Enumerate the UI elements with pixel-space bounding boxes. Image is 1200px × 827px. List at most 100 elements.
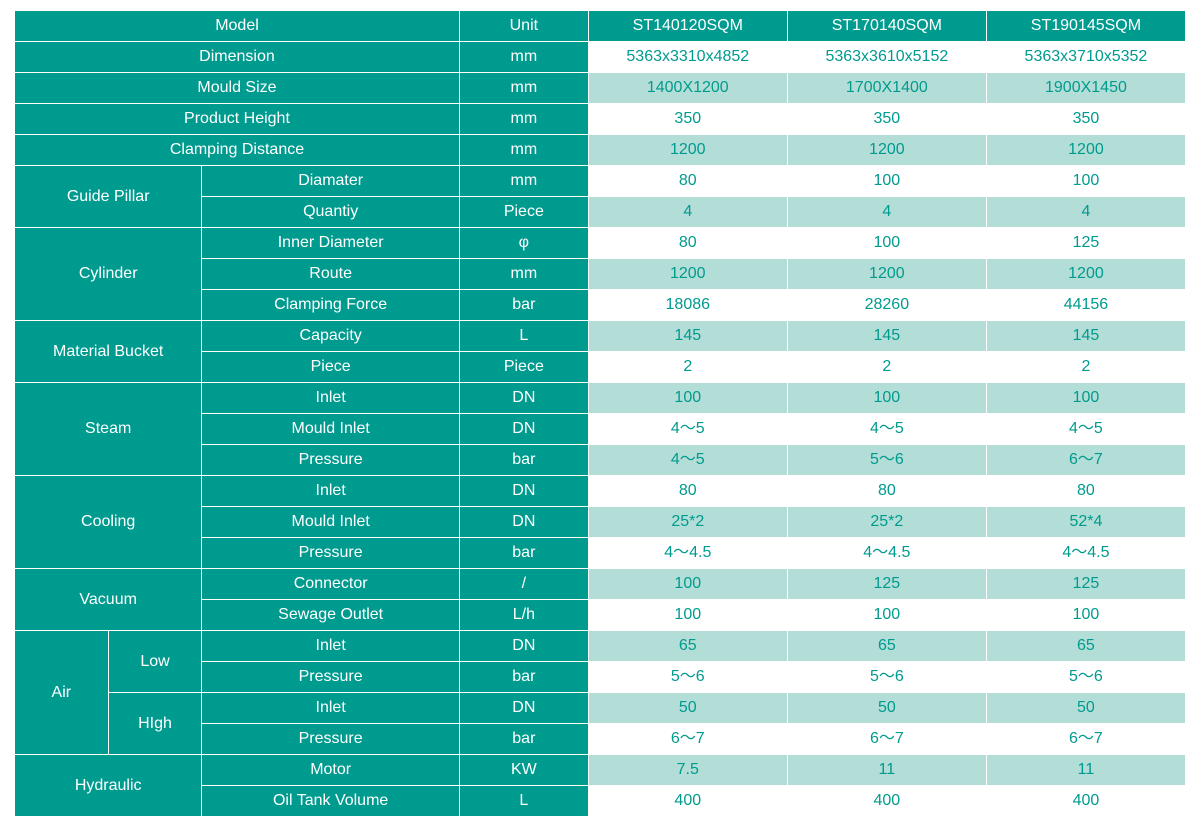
value-cell: 100 bbox=[787, 600, 986, 631]
unit-cell: mm bbox=[459, 135, 588, 166]
row-sublabel: Pressure bbox=[202, 662, 460, 693]
value-cell: 28260 bbox=[787, 290, 986, 321]
value-cell: 5363x3310x4852 bbox=[588, 42, 787, 73]
value-cell: 65 bbox=[588, 631, 787, 662]
row-label: Clamping Distance bbox=[15, 135, 460, 166]
row-sublabel: Pressure bbox=[202, 724, 460, 755]
table-row: Air Low Inlet DN 65 65 65 bbox=[15, 631, 1186, 662]
value-cell: 100 bbox=[588, 383, 787, 414]
value-cell: 4～4.5 bbox=[986, 538, 1185, 569]
table-row: Cooling Inlet DN 80 80 80 bbox=[15, 476, 1186, 507]
value-cell: 80 bbox=[588, 166, 787, 197]
subgroup-label-low: Low bbox=[108, 631, 202, 693]
value-cell: 6～7 bbox=[986, 724, 1185, 755]
unit-cell: L bbox=[459, 321, 588, 352]
value-cell: 18086 bbox=[588, 290, 787, 321]
value-cell: 4 bbox=[588, 197, 787, 228]
value-cell: 4 bbox=[787, 197, 986, 228]
value-cell: 145 bbox=[588, 321, 787, 352]
unit-cell: / bbox=[459, 569, 588, 600]
unit-cell: mm bbox=[459, 73, 588, 104]
value-cell: 4～5 bbox=[588, 414, 787, 445]
row-sublabel: Clamping Force bbox=[202, 290, 460, 321]
table-row: Cylinder Inner Diameter φ 80 100 125 bbox=[15, 228, 1186, 259]
value-cell: 5363x3610x5152 bbox=[787, 42, 986, 73]
subgroup-label-high: HIgh bbox=[108, 693, 202, 755]
value-cell: 350 bbox=[787, 104, 986, 135]
row-sublabel: Pressure bbox=[202, 445, 460, 476]
header-model-a: ST140120SQM bbox=[588, 11, 787, 42]
row-sublabel: Sewage Outlet bbox=[202, 600, 460, 631]
row-sublabel: Quantiy bbox=[202, 197, 460, 228]
row-label: Dimension bbox=[15, 42, 460, 73]
value-cell: 50 bbox=[787, 693, 986, 724]
header-unit: Unit bbox=[459, 11, 588, 42]
value-cell: 100 bbox=[787, 383, 986, 414]
value-cell: 6～7 bbox=[787, 724, 986, 755]
group-label-cooling: Cooling bbox=[15, 476, 202, 569]
value-cell: 6～7 bbox=[588, 724, 787, 755]
row-sublabel: Inlet bbox=[202, 383, 460, 414]
unit-cell: mm bbox=[459, 259, 588, 290]
value-cell: 1900X1450 bbox=[986, 73, 1185, 104]
unit-cell: DN bbox=[459, 507, 588, 538]
value-cell: 4～4.5 bbox=[588, 538, 787, 569]
value-cell: 1200 bbox=[986, 135, 1185, 166]
unit-cell: Piece bbox=[459, 197, 588, 228]
unit-cell: bar bbox=[459, 724, 588, 755]
unit-cell: φ bbox=[459, 228, 588, 259]
unit-cell: DN bbox=[459, 383, 588, 414]
value-cell: 100 bbox=[588, 569, 787, 600]
row-sublabel: Inner Diameter bbox=[202, 228, 460, 259]
value-cell: 1700X1400 bbox=[787, 73, 986, 104]
value-cell: 4～5 bbox=[986, 414, 1185, 445]
value-cell: 1200 bbox=[986, 259, 1185, 290]
value-cell: 100 bbox=[588, 600, 787, 631]
value-cell: 80 bbox=[588, 476, 787, 507]
row-sublabel: Mould Inlet bbox=[202, 507, 460, 538]
value-cell: 80 bbox=[986, 476, 1185, 507]
value-cell: 5～6 bbox=[588, 662, 787, 693]
row-sublabel: Inlet bbox=[202, 631, 460, 662]
unit-cell: mm bbox=[459, 166, 588, 197]
group-label-steam: Steam bbox=[15, 383, 202, 476]
table-row: Hydraulic Motor KW 7.5 11 11 bbox=[15, 755, 1186, 786]
value-cell: 400 bbox=[588, 786, 787, 817]
row-sublabel: Connector bbox=[202, 569, 460, 600]
unit-cell: Piece bbox=[459, 352, 588, 383]
row-sublabel: Inlet bbox=[202, 693, 460, 724]
row-sublabel: Route bbox=[202, 259, 460, 290]
value-cell: 25*2 bbox=[588, 507, 787, 538]
group-label-hydraulic: Hydraulic bbox=[15, 755, 202, 817]
value-cell: 4～5 bbox=[787, 414, 986, 445]
value-cell: 100 bbox=[787, 166, 986, 197]
value-cell: 400 bbox=[787, 786, 986, 817]
table-row: Clamping Distance mm 1200 1200 1200 bbox=[15, 135, 1186, 166]
unit-cell: L/h bbox=[459, 600, 588, 631]
value-cell: 145 bbox=[787, 321, 986, 352]
group-label-guide-pillar: Guide Pillar bbox=[15, 166, 202, 228]
value-cell: 4 bbox=[986, 197, 1185, 228]
value-cell: 1200 bbox=[787, 135, 986, 166]
group-label-air: Air bbox=[15, 631, 109, 755]
table-row: Guide Pillar Diamater mm 80 100 100 bbox=[15, 166, 1186, 197]
value-cell: 25*2 bbox=[787, 507, 986, 538]
header-model: Model bbox=[15, 11, 460, 42]
table-row: Vacuum Connector / 100 125 125 bbox=[15, 569, 1186, 600]
table-row: Mould Size mm 1400X1200 1700X1400 1900X1… bbox=[15, 73, 1186, 104]
value-cell: 350 bbox=[986, 104, 1185, 135]
header-model-c: ST190145SQM bbox=[986, 11, 1185, 42]
value-cell: 80 bbox=[787, 476, 986, 507]
row-label: Product Height bbox=[15, 104, 460, 135]
row-label: Mould Size bbox=[15, 73, 460, 104]
table-row: Product Height mm 350 350 350 bbox=[15, 104, 1186, 135]
value-cell: 125 bbox=[787, 569, 986, 600]
unit-cell: DN bbox=[459, 476, 588, 507]
value-cell: 1200 bbox=[588, 135, 787, 166]
unit-cell: bar bbox=[459, 538, 588, 569]
value-cell: 1400X1200 bbox=[588, 73, 787, 104]
value-cell: 1200 bbox=[588, 259, 787, 290]
row-sublabel: Diamater bbox=[202, 166, 460, 197]
value-cell: 125 bbox=[986, 569, 1185, 600]
value-cell: 1200 bbox=[787, 259, 986, 290]
